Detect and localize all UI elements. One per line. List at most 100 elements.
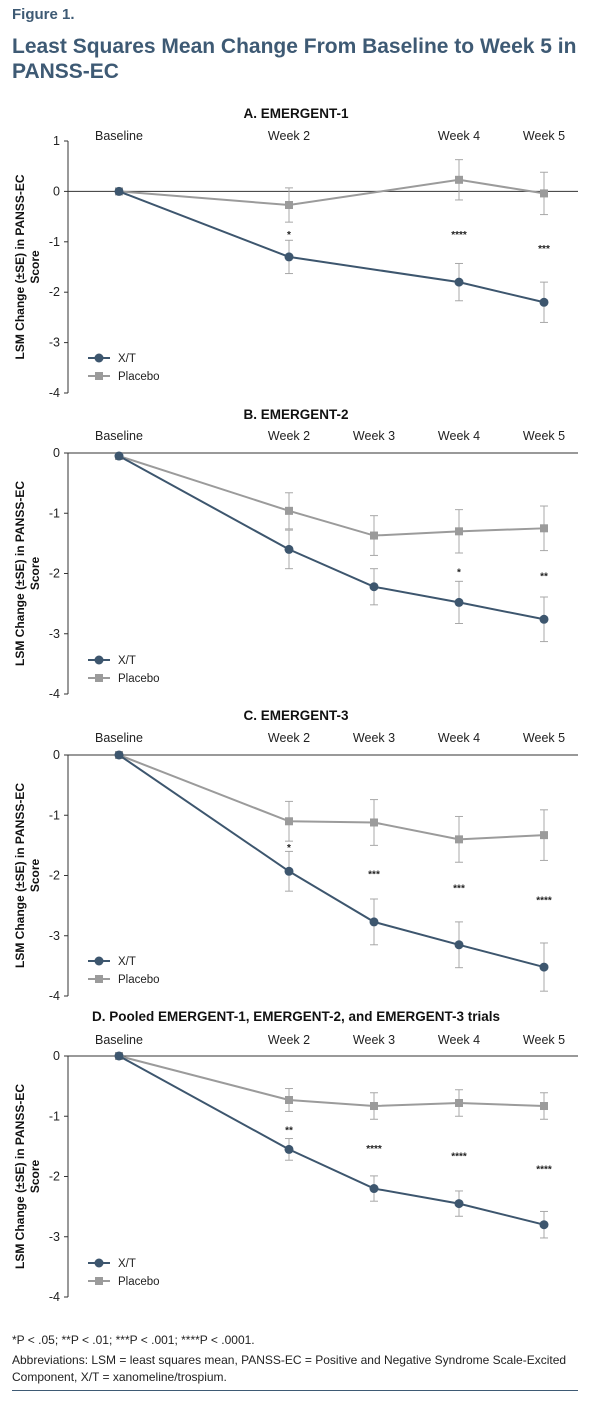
significance-marker: **** xyxy=(366,1144,382,1155)
data-point-placebo xyxy=(540,1102,548,1111)
series-line-xt xyxy=(118,754,545,969)
y-axis-label: LSM Change (±SE) in PANSS-ECScore xyxy=(13,783,42,968)
data-point-xt xyxy=(454,277,464,287)
data-point-placebo xyxy=(285,817,293,826)
legend-marker-xt xyxy=(94,1258,104,1268)
legend-marker-placebo xyxy=(95,1277,103,1285)
data-point-placebo xyxy=(455,527,463,536)
chart-panel-d: D. Pooled EMERGENT-1, EMERGENT-2, and EM… xyxy=(13,1009,578,1304)
legend-marker-placebo xyxy=(95,372,103,380)
x-category-label: Week 3 xyxy=(353,429,395,443)
y-tick-label: -1 xyxy=(49,1109,60,1123)
y-tick-label: -2 xyxy=(49,869,60,883)
data-point-xt xyxy=(284,252,294,262)
data-point-placebo xyxy=(370,531,378,540)
y-tick-label: -3 xyxy=(49,1230,60,1244)
legend-label: Placebo xyxy=(118,1276,160,1288)
data-point-xt xyxy=(539,962,549,972)
significance-marker: ** xyxy=(540,571,548,582)
x-category-label: Week 3 xyxy=(353,731,395,745)
significance-marker: * xyxy=(287,230,291,241)
series-line-placebo xyxy=(118,455,545,537)
series-line-xt xyxy=(118,1055,545,1226)
data-point-xt xyxy=(369,582,379,592)
data-point-placebo xyxy=(370,1102,378,1111)
data-point-xt xyxy=(114,1051,124,1061)
x-category-label: Week 5 xyxy=(523,1033,565,1047)
significance-marker: *** xyxy=(453,884,465,895)
y-tick-label: -1 xyxy=(49,808,60,822)
legend-label: Placebo xyxy=(118,974,160,986)
y-tick-label: -2 xyxy=(49,567,60,581)
series-line-xt xyxy=(118,190,545,304)
x-category-label: Week 5 xyxy=(523,429,565,443)
series-line-placebo xyxy=(118,1055,545,1108)
panel-title: C. EMERGENT-3 xyxy=(243,708,349,723)
series-line-xt xyxy=(118,455,545,621)
data-point-xt xyxy=(539,614,549,624)
data-point-xt xyxy=(284,544,294,554)
legend-label: X/T xyxy=(118,1258,136,1270)
significance-marker: * xyxy=(457,568,461,579)
x-category-label: Week 2 xyxy=(268,129,310,143)
legend-label: X/T xyxy=(118,353,136,365)
x-category-label: Week 5 xyxy=(523,129,565,143)
data-point-xt xyxy=(369,917,379,927)
x-category-label: Baseline xyxy=(95,429,143,443)
data-point-xt xyxy=(114,186,124,196)
legend-marker-xt xyxy=(94,655,104,665)
significance-marker: *** xyxy=(368,870,380,881)
y-tick-label: -4 xyxy=(49,1290,60,1304)
y-tick-label: -3 xyxy=(49,929,60,943)
y-tick-label: -2 xyxy=(49,285,60,299)
x-category-label: Week 4 xyxy=(438,429,480,443)
y-axis-label: LSM Change (±SE) in PANSS-ECScore xyxy=(13,174,42,359)
data-point-placebo xyxy=(370,818,378,827)
series-line-placebo xyxy=(118,178,545,207)
data-point-xt xyxy=(369,1184,379,1194)
x-category-label: Week 2 xyxy=(268,731,310,745)
y-tick-label: 0 xyxy=(53,748,60,762)
x-category-label: Baseline xyxy=(95,129,143,143)
data-point-xt xyxy=(284,866,294,876)
y-tick-label: 0 xyxy=(53,446,60,460)
data-point-placebo xyxy=(455,835,463,844)
significance-marker: **** xyxy=(451,1151,467,1162)
legend-marker-xt xyxy=(94,956,104,966)
data-point-placebo xyxy=(540,189,548,198)
panel-title: A. EMERGENT-1 xyxy=(243,106,349,121)
legend-marker-placebo xyxy=(95,975,103,983)
data-point-xt xyxy=(284,1144,294,1154)
data-point-xt xyxy=(454,940,464,950)
data-point-xt xyxy=(454,1199,464,1209)
bottom-divider xyxy=(12,1390,578,1391)
abbreviations-note: Abbreviations: LSM = least squares mean,… xyxy=(12,1353,567,1384)
x-category-label: Week 4 xyxy=(438,129,480,143)
data-point-placebo xyxy=(285,201,293,210)
significance-footnote: *P < .05; **P < .01; ***P < .001; ****P … xyxy=(12,1333,255,1347)
y-tick-label: -1 xyxy=(49,506,60,520)
data-point-placebo xyxy=(285,1095,293,1104)
y-tick-label: -4 xyxy=(49,386,60,400)
series-line-placebo xyxy=(118,754,545,841)
significance-marker: * xyxy=(287,843,291,854)
legend-marker-placebo xyxy=(95,674,103,682)
data-point-xt xyxy=(454,597,464,607)
y-tick-label: -1 xyxy=(49,235,60,249)
y-tick-label: 1 xyxy=(53,134,60,148)
y-tick-label: 0 xyxy=(53,184,60,198)
significance-marker: *** xyxy=(538,244,550,255)
y-axis-label: LSM Change (±SE) in PANSS-ECScore xyxy=(13,481,42,666)
legend-marker-xt xyxy=(94,353,104,363)
chart-panel-a: A. EMERGENT-1 1 0 -1 -2 -3 -4 Baseline Week 2 Wee… xyxy=(13,106,578,400)
data-point-placebo xyxy=(455,1098,463,1107)
y-tick-label: -4 xyxy=(49,687,60,701)
legend-label: Placebo xyxy=(118,371,160,383)
x-category-label: Week 2 xyxy=(268,1033,310,1047)
data-point-placebo xyxy=(540,524,548,533)
y-tick-label: 0 xyxy=(53,1049,60,1063)
x-category-label: Week 5 xyxy=(523,731,565,745)
x-category-label: Baseline xyxy=(95,731,143,745)
y-tick-label: -3 xyxy=(49,627,60,641)
